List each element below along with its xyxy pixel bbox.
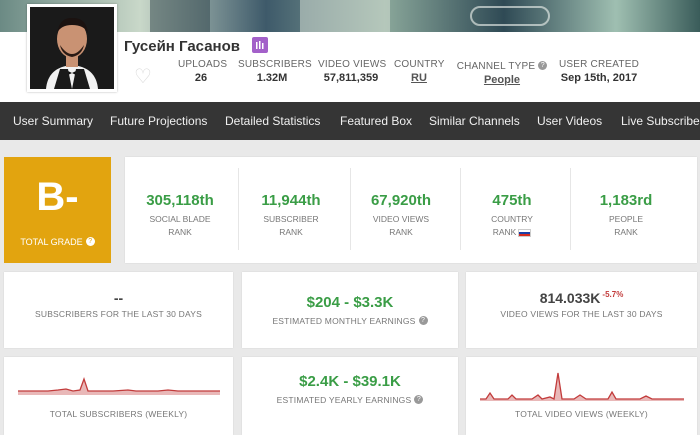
info-icon[interactable]: ? [418, 316, 428, 325]
monthly-earnings-value: $204 - $3.3K [306, 294, 394, 311]
tab-user-summary[interactable]: User Summary [13, 114, 94, 128]
monthly-earnings-label: ESTIMATED MONTHLY EARNINGS [272, 316, 416, 326]
rank-country: 475th COUNTRY RANK [491, 192, 533, 237]
info-icon[interactable]: ? [538, 61, 548, 70]
weekly-views-sparkline [480, 372, 684, 401]
russia-flag-icon [518, 228, 532, 237]
tab-featured-box[interactable]: Featured Box [340, 114, 413, 128]
tab-future-projections[interactable]: Future Projections [110, 114, 208, 128]
weekly-views-label: TOTAL VIDEO VIEWS (WEEKLY) [515, 409, 648, 419]
subs-30-days-card: -- SUBSCRIBERS FOR THE LAST 30 DAYS [4, 272, 233, 348]
monthly-earnings-card: $204 - $3.3K ESTIMATED MONTHLY EARNINGS? [242, 272, 458, 348]
heart-icon[interactable]: ♡ [134, 66, 152, 88]
stat-country: COUNTRY RU [394, 59, 445, 84]
rank-subscriber: 11,944th SUBSCRIBER RANK [261, 192, 321, 237]
tab-detailed-statistics[interactable]: Detailed Statistics [225, 114, 321, 128]
rank-card [125, 157, 697, 263]
stat-channel-type: CHANNEL TYPE? People [456, 61, 548, 86]
stat-video-views: VIDEO VIEWS 57,811,359 [318, 59, 387, 84]
grade-label: TOTAL GRADE [20, 237, 83, 247]
nav-bar: User Summary Future Projections Detailed… [0, 102, 700, 140]
stat-user-created: USER CREATED Sep 15th, 2017 [558, 59, 639, 84]
tab-live-subscriber[interactable]: Live Subscriber [621, 114, 700, 128]
channel-name: Гусейн Гасанов [124, 38, 240, 55]
total-grade-box: B- TOTAL GRADE? [4, 157, 111, 263]
channel-type-link[interactable]: People [483, 74, 521, 86]
info-icon[interactable]: ? [85, 237, 95, 246]
weekly-views-card: TOTAL VIDEO VIEWS (WEEKLY) [466, 357, 697, 435]
divider [350, 168, 351, 250]
divider [238, 168, 239, 250]
views-30-value: 814.033K [539, 290, 601, 306]
info-icon[interactable]: ? [414, 395, 424, 404]
views-30-days-card: 814.033K -5.7% VIDEO VIEWS FOR THE LAST 3… [466, 272, 697, 348]
weekly-subs-label: TOTAL SUBSCRIBERS (WEEKLY) [49, 409, 188, 419]
weekly-subs-card: TOTAL SUBSCRIBERS (WEEKLY) [4, 357, 233, 435]
yearly-earnings-value: $2.4K - $39.1K [299, 373, 401, 390]
avatar[interactable] [27, 4, 117, 92]
yearly-earnings-card: $2.4K - $39.1K ESTIMATED YEARLY EARNINGS… [242, 357, 458, 435]
rank-video-views: 67,920th VIDEO VIEWS RANK [370, 192, 432, 237]
grade-letter: B- [36, 175, 79, 219]
rank-social-blade: 305,118th SOCIAL BLADE RANK [146, 192, 214, 237]
views-30-change: -5.7% [602, 290, 624, 299]
verified-badge-icon [252, 37, 268, 53]
stat-uploads: UPLOADS 26 [178, 59, 228, 84]
yearly-earnings-label: ESTIMATED YEARLY EARNINGS [276, 395, 412, 405]
rank-people: 1,183rd PEOPLE RANK [599, 192, 653, 237]
weekly-subs-sparkline [18, 377, 220, 395]
subs-30-value: -- [113, 290, 124, 306]
tab-similar-channels[interactable]: Similar Channels [429, 114, 520, 128]
divider [570, 168, 571, 250]
country-link[interactable]: RU [411, 72, 427, 84]
stat-subscribers: SUBSCRIBERS 1.32M [238, 59, 312, 84]
tab-user-videos[interactable]: User Videos [537, 114, 603, 128]
views-30-label: VIDEO VIEWS FOR THE LAST 30 DAYS [500, 309, 663, 319]
divider [460, 168, 461, 250]
subs-30-label: SUBSCRIBERS FOR THE LAST 30 DAYS [34, 309, 202, 319]
